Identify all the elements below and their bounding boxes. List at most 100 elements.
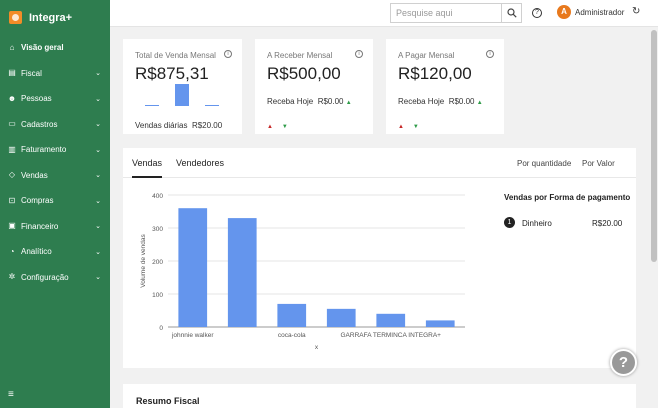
sidebar-item-label: Analítico bbox=[21, 247, 52, 257]
chevron-down-icon: ⌄ bbox=[95, 248, 101, 256]
info-icon[interactable]: i bbox=[224, 50, 232, 58]
tab-bar: Vendas Vendedores Por quantidade Por Val… bbox=[123, 148, 636, 178]
invoice-icon: ▥ bbox=[8, 144, 16, 154]
sidebar-item-label: Fiscal bbox=[21, 68, 42, 78]
sidebar-item-label: Financeiro bbox=[21, 221, 59, 231]
mini-bar bbox=[145, 105, 159, 106]
brand-name: Integra+ bbox=[29, 11, 73, 24]
sidebar-item-label: Faturamento bbox=[21, 145, 67, 155]
sidebar-item-label: Pessoas bbox=[21, 94, 52, 104]
chevron-down-icon: ⌄ bbox=[95, 95, 101, 103]
menu-collapse-icon[interactable]: ≡ bbox=[8, 389, 14, 400]
chevron-down-icon: ⌄ bbox=[95, 274, 101, 282]
help-icon[interactable]: ? bbox=[532, 8, 542, 18]
scrollbar-thumb[interactable] bbox=[651, 30, 657, 262]
help-button[interactable]: ? bbox=[610, 349, 637, 376]
card-sub: Vendas diárias R$20.00 bbox=[135, 121, 222, 130]
trend-down-icon: ▲ bbox=[398, 124, 404, 130]
search-input[interactable]: Pesquise aqui bbox=[390, 3, 502, 23]
chart-icon: ◔ bbox=[9, 246, 15, 256]
sidebar-item-vendas[interactable]: ◇ Vendas ⌄ bbox=[0, 163, 110, 189]
card-sub-value: R$20.00 bbox=[191, 121, 223, 130]
chevron-down-icon: ⌄ bbox=[95, 70, 101, 78]
bar bbox=[376, 313, 406, 327]
sidebar-item-cadastros[interactable]: ▭ Cadastros ⌄ bbox=[0, 112, 110, 138]
info-icon[interactable]: i bbox=[355, 50, 363, 58]
card-sub-label: Receba Hoje bbox=[267, 97, 314, 106]
logo-icon bbox=[9, 11, 22, 24]
sidebar-item-anal-tico[interactable]: ◔ Analítico ⌄ bbox=[0, 239, 110, 265]
sidebar-item-configura-o[interactable]: ✲ Configuração ⌄ bbox=[0, 265, 110, 291]
y-tick-label: 100 bbox=[152, 292, 163, 299]
chevron-down-icon: ⌄ bbox=[95, 172, 101, 180]
card-a-pagar-mensal: A Pagar Mensal i R$120,00 Receba Hoje R$… bbox=[386, 39, 504, 134]
card-value: R$500,00 bbox=[267, 64, 341, 83]
sidebar-item-label: Compras bbox=[21, 196, 54, 206]
sidebar-item-vis-o-geral[interactable]: ⌂ Visão geral bbox=[0, 35, 110, 61]
search-button[interactable] bbox=[501, 3, 522, 23]
x-tick-label: coca-cola bbox=[278, 332, 306, 339]
sidebar-item-financeiro[interactable]: ▣ Financeiro ⌄ bbox=[0, 214, 110, 240]
y-axis-label: Volume de vendas bbox=[140, 234, 147, 288]
brand[interactable]: Integra+ bbox=[0, 0, 110, 35]
card-value: R$875,31 bbox=[135, 64, 209, 83]
users-icon: ☻ bbox=[7, 93, 17, 103]
trend-up-icon: ▲ bbox=[345, 100, 352, 106]
payment-value: R$20.00 bbox=[592, 219, 623, 228]
user-name[interactable]: Administrador bbox=[575, 8, 625, 17]
sidebar-item-label: Visão geral bbox=[21, 43, 64, 53]
refresh-icon[interactable]: ↻ bbox=[632, 6, 641, 17]
tab-vendedores[interactable]: Vendedores bbox=[176, 158, 225, 168]
card-value: R$120,00 bbox=[398, 64, 472, 83]
tab-por-valor[interactable]: Por Valor bbox=[582, 159, 615, 168]
x-tick-label: GARRAFA TERMINCA INTEGRA+ bbox=[341, 332, 442, 339]
card-title: A Receber Mensal bbox=[267, 51, 333, 60]
sidebar-item-fiscal[interactable]: ▤ Fiscal ⌄ bbox=[0, 61, 110, 87]
sales-panel: Vendas Vendedores Por quantidade Por Val… bbox=[123, 148, 636, 368]
trend-up-icon: ▼ bbox=[412, 124, 419, 130]
tab-vendas[interactable]: Vendas bbox=[132, 158, 163, 178]
sidebar-item-compras[interactable]: ⊡ Compras ⌄ bbox=[0, 188, 110, 214]
bar bbox=[178, 208, 208, 327]
fiscal-title: Resumo Fiscal bbox=[136, 396, 200, 406]
sidebar-item-label: Vendas bbox=[21, 170, 48, 180]
card-a-receber-mensal: A Receber Mensal i R$500,00 Receba Hoje … bbox=[255, 39, 373, 134]
bar bbox=[326, 308, 356, 327]
tab-por-quantidade[interactable]: Por quantidade bbox=[517, 159, 572, 168]
topbar: Pesquise aqui ? A Administrador ↻ bbox=[110, 0, 658, 27]
bar bbox=[227, 218, 257, 327]
chevron-down-icon: ⌄ bbox=[95, 197, 101, 205]
document-icon: ▤ bbox=[8, 68, 16, 78]
money-icon: ▣ bbox=[8, 221, 16, 231]
info-icon[interactable]: i bbox=[486, 50, 494, 58]
search-icon bbox=[506, 8, 517, 18]
card-title: Total de Venda Mensal bbox=[135, 51, 216, 60]
card-sub-value: R$0.00 bbox=[317, 97, 344, 106]
chevron-down-icon: ⌄ bbox=[95, 223, 101, 231]
card-sub: Receba Hoje R$0.00 ▲ bbox=[267, 97, 352, 106]
sidebar-item-label: Cadastros bbox=[21, 119, 58, 129]
home-icon: ⌂ bbox=[9, 42, 15, 52]
card-total-venda-mensal: Total de Venda Mensal i R$875,31 Vendas … bbox=[123, 39, 242, 134]
cart-icon: ⊡ bbox=[8, 195, 16, 205]
mini-bar bbox=[175, 84, 189, 106]
trend-row: ▲ ▼ bbox=[267, 121, 288, 130]
tag-icon: ◇ bbox=[8, 170, 16, 180]
payment-name: Dinheiro bbox=[522, 219, 552, 228]
y-tick-label: 200 bbox=[152, 259, 163, 266]
trend-up-icon: ▼ bbox=[281, 124, 288, 130]
card-title: A Pagar Mensal bbox=[398, 51, 455, 60]
sidebar-item-pessoas[interactable]: ☻ Pessoas ⌄ bbox=[0, 86, 110, 112]
card-sub-value: R$0.00 bbox=[448, 97, 475, 106]
mini-bar bbox=[205, 105, 219, 106]
avatar[interactable]: A bbox=[557, 5, 571, 19]
trend-down-icon: ▲ bbox=[267, 124, 273, 130]
sidebar-item-faturamento[interactable]: ▥ Faturamento ⌄ bbox=[0, 137, 110, 163]
y-tick-label: 400 bbox=[152, 193, 163, 200]
chevron-down-icon: ⌄ bbox=[95, 146, 101, 154]
y-tick-label: 300 bbox=[152, 226, 163, 233]
chevron-down-icon: ⌄ bbox=[95, 121, 101, 129]
x-axis-label: x bbox=[315, 344, 319, 351]
card-sub-label: Vendas diárias bbox=[135, 121, 188, 130]
card-sub-label: Receba Hoje bbox=[398, 97, 445, 106]
